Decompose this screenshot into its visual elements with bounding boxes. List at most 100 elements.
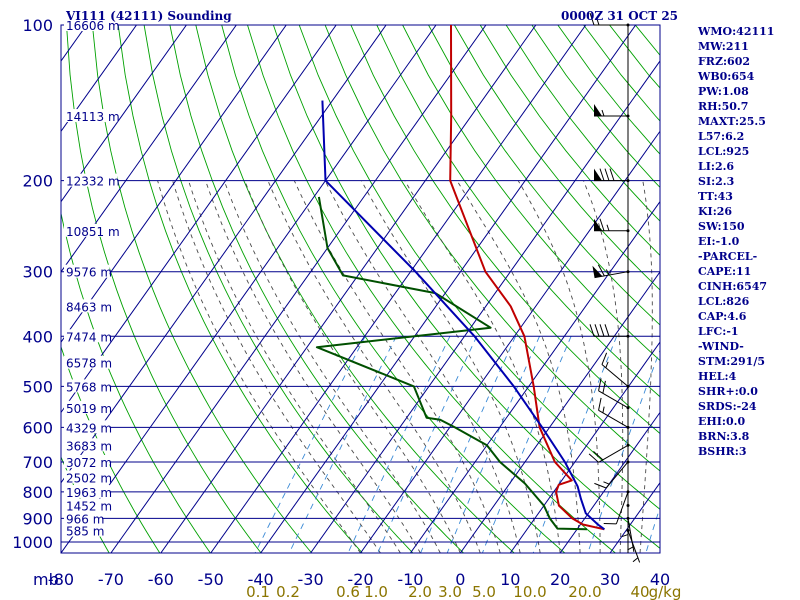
- wind-barb: [626, 529, 641, 563]
- temperature-tick-label: 10: [500, 570, 520, 589]
- wind-barb-origin: [626, 490, 630, 494]
- wind-barb: [621, 504, 630, 540]
- height-label: 1452 m: [66, 500, 112, 514]
- moist-adiabat-line: [157, 180, 361, 553]
- index-panel: WMO:42111 MW:211 FRZ:602 WB0:654 PW:1.08 RH:5…: [698, 24, 774, 459]
- pressure-tick-label: 600: [22, 418, 53, 437]
- dry-adiabat-line: [117, 25, 363, 553]
- moist-adiabat-line: [188, 180, 401, 553]
- index-item: PW:1.08: [698, 85, 749, 98]
- wind-barb-origin: [626, 334, 630, 338]
- index-item: -PARCEL-: [698, 250, 758, 263]
- wind-barb: [588, 443, 630, 463]
- wind-barb: [589, 324, 630, 338]
- height-label: 9576 m: [66, 266, 112, 280]
- mixing-ratio-label: 40: [630, 583, 649, 600]
- wind-barb-origin: [626, 443, 630, 447]
- mixing-ratio-label: 3.0: [438, 583, 462, 600]
- height-label-bg: [64, 355, 110, 369]
- mixing-ratio-line: [288, 336, 397, 553]
- wind-barb-origin: [626, 425, 630, 429]
- isotherm-line: [61, 25, 287, 344]
- pressure-tick-label: 800: [22, 483, 53, 502]
- wind-barb-origin: [626, 384, 630, 388]
- isotherm-line: [260, 25, 637, 553]
- temperature-line: [449, 25, 605, 531]
- index-item: WMO:42111: [698, 25, 775, 38]
- dry-adiabat-line: [376, 25, 660, 398]
- wind-barb: [598, 397, 630, 429]
- temperature-tick-label: 0: [455, 570, 465, 589]
- index-item: RH:50.7: [698, 100, 749, 113]
- height-label: 3072 m: [66, 456, 112, 470]
- height-label: 3683 m: [66, 439, 112, 453]
- dry-adiabat-line: [298, 25, 660, 510]
- mixing-ratio-label: 10.0: [513, 583, 546, 600]
- wind-barb-full: [604, 324, 610, 337]
- wind-barb-full: [597, 264, 605, 277]
- wind-barb-shaft: [598, 409, 629, 428]
- index-item: HEL:4: [698, 370, 737, 383]
- wind-barb-flag: [594, 218, 602, 231]
- height-label: 585 m: [66, 525, 104, 539]
- wind-barb-full: [598, 397, 602, 411]
- moist-adiabat-line: [456, 180, 581, 553]
- mixing-ratio-line: [254, 336, 366, 553]
- wind-barb-full: [609, 168, 615, 181]
- height-label-bg: [64, 329, 110, 343]
- isotherm-line: [360, 130, 660, 553]
- mixing-ratio-label: 2.0: [408, 583, 432, 600]
- mixing-ratio-label: 0.1: [246, 583, 270, 600]
- temperature-tick-label: -30: [298, 570, 324, 589]
- wind-barb-origin: [626, 406, 630, 410]
- wind-barb-half: [605, 269, 610, 276]
- wind-barb-full: [598, 378, 602, 391]
- wind-barb: [601, 352, 630, 388]
- wind-barb-full: [599, 168, 605, 181]
- wind-barb-origin: [626, 179, 630, 183]
- index-item: SI:2.3: [698, 175, 735, 188]
- dry-adiabat-line: [61, 211, 211, 553]
- dry-adiabat-line: [143, 25, 414, 553]
- temperature-tick-label: -80: [48, 570, 74, 589]
- mixing-ratio-line: [532, 336, 618, 553]
- wind-barb: [626, 516, 635, 552]
- isotherm-line: [110, 25, 487, 553]
- dry-adiabat-line: [272, 25, 660, 549]
- isotherm-line: [459, 271, 660, 553]
- wind-barb-origin: [626, 529, 630, 533]
- isotherm-line: [210, 25, 587, 553]
- station-title: VI111 (42111) Sounding: [66, 9, 232, 23]
- moist-adiabat-line: [205, 180, 421, 553]
- wind-barb-origin: [626, 114, 630, 118]
- wind-barb-full: [599, 218, 605, 231]
- mixing-ratio-label: 0.2: [276, 583, 300, 600]
- wind-barb-origin: [626, 504, 630, 508]
- wind-barb-flag: [592, 265, 603, 278]
- moist-adiabat-line: [659, 548, 660, 553]
- wind-barb-half: [627, 546, 634, 551]
- wind-barb-full: [593, 451, 604, 461]
- height-label-bg: [64, 470, 110, 484]
- pressure-tick-label: 200: [22, 172, 53, 191]
- isotherm-line: [509, 341, 660, 553]
- wind-barb-full: [594, 324, 600, 337]
- wind-barb: [594, 104, 630, 118]
- index-item: CINH:6547: [698, 280, 768, 293]
- height-label: 5768 m: [66, 380, 112, 394]
- index-item: STM:291/5: [698, 355, 765, 368]
- wind-barb-origin: [626, 23, 630, 27]
- height-label: 14113 m: [66, 110, 120, 124]
- height-label-bg: [64, 498, 110, 512]
- height-label: 12332 m: [66, 175, 120, 189]
- wind-barb-origin: [626, 460, 630, 464]
- wind-barb-shaft: [627, 530, 641, 563]
- wind-barb-full: [604, 168, 610, 181]
- height-label: 6578 m: [66, 357, 112, 371]
- wind-barb: [594, 168, 630, 183]
- isotherm-line: [61, 25, 437, 553]
- wind-barb-half: [632, 557, 639, 563]
- pressure-tick-label: 100: [22, 16, 53, 35]
- moist-adiabat-line: [404, 180, 561, 553]
